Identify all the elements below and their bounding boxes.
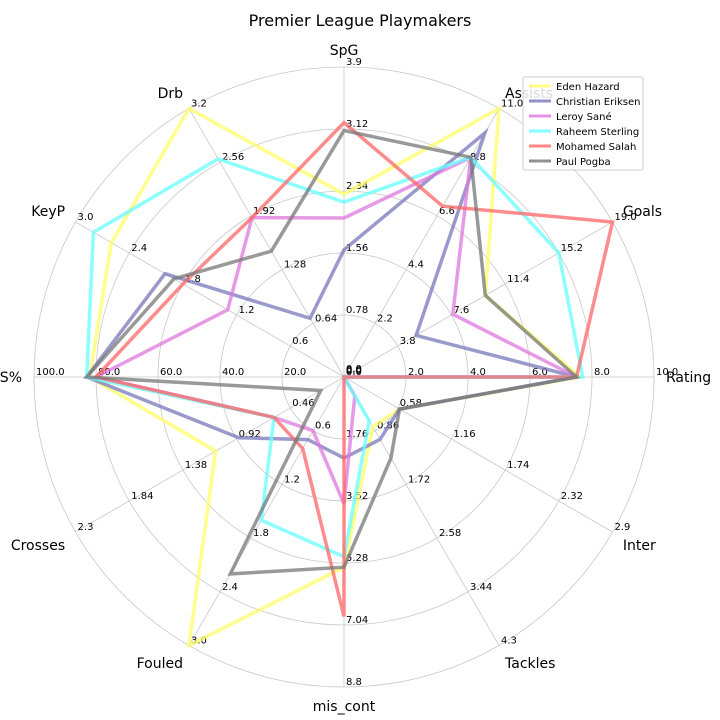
axis-label: Crosses [11,538,65,554]
tick-label: 8.8 [346,677,362,688]
tick-label: 3.12 [346,119,368,130]
legend-entry: Leroy Sané [556,111,612,123]
axis-spoke [343,376,613,533]
tick-label: 1.76 [346,429,368,440]
chart-title: Premier League Playmakers [249,11,472,30]
axis-labels: SpGAssistsGoalsRatingInterTacklesmis_con… [0,43,711,715]
tick-label: 4.0 [470,367,486,378]
legend-entry: Mohamed Salah [556,142,636,153]
axis-label: Rating [666,370,711,386]
tick-label: 1.28 [284,260,306,271]
axis-spoke [188,376,345,646]
tick-label: 2.56 [222,152,244,163]
tick-label: 7.6 [453,305,469,316]
tick-label: 10.0 [656,367,678,378]
legend-entry: Paul Pogba [556,157,611,168]
tick-label: 2.58 [439,528,461,539]
tick-label: 80.0 [98,367,120,378]
tick-label: 6.6 [439,206,455,217]
tick-label: 5.28 [346,553,368,564]
axis-spoke [188,108,345,378]
tick-label: 1.2 [239,305,255,316]
tick-label: 1.74 [507,460,529,471]
tick-label-zero: 0.0 [346,364,362,375]
tick-label: 0.78 [346,305,368,316]
tick-label: 2.4 [222,582,238,593]
axis-label: SpG [330,43,359,59]
tick-label: 6.0 [532,367,548,378]
tick-labels: 0.781.562.343.123.92.24.46.68.811.03.87.… [36,57,678,688]
tick-label: 0.64 [315,313,337,324]
tick-label: 0.6 [315,421,331,432]
tick-label: 2.3 [78,522,94,533]
legend-entry: Eden Hazard [556,82,620,93]
tick-label: 0.46 [292,398,314,409]
series-lines [82,105,615,649]
tick-label-zero: 0.0 [346,365,362,376]
tick-label: 8.0 [594,367,610,378]
tick-label: 19.0 [614,212,636,223]
axis-spoke [75,221,345,378]
tick-label: 40.0 [222,367,244,378]
axis-label: Fouled [137,656,183,672]
axis-label: PS% [0,370,22,386]
tick-label: 1.16 [453,429,475,440]
tick-label: 11.0 [501,99,523,110]
tick-label: 11.4 [507,274,529,285]
axis-label: KeyP [31,204,65,220]
axis-spoke [75,376,345,533]
legend-frame [522,76,644,171]
tick-label-zero: 0.0 [346,367,362,378]
tick-label: 3.44 [470,582,492,593]
series-line [82,128,581,576]
tick-label: 7.04 [346,615,368,626]
tick-label: 3.2 [191,99,207,110]
tick-label: 3.8 [400,336,416,347]
series-line [90,154,578,505]
axis-label: Drb [158,86,184,102]
tick-label: 4.3 [501,635,517,646]
tick-label: 60.0 [160,367,182,378]
axis-label: Tackles [504,656,555,672]
tick-label: 20.0 [284,367,306,378]
axis-spoke [343,221,613,378]
tick-label: 1.8 [253,528,269,539]
tick-label: 100.0 [36,367,65,378]
tick-label: 1.56 [346,243,368,254]
tick-label: 2.0 [408,367,424,378]
tick-label: 1.38 [185,460,207,471]
legend-entry: Raheem Sterling [556,127,639,138]
tick-label: 1.2 [284,474,300,485]
legend-entry: Christian Eriksen [556,97,640,108]
tick-label: 0.58 [400,398,422,409]
tick-label-zero: 0.0 [346,366,362,377]
tick-label: 0.92 [239,429,261,440]
legend: Eden Hazard Christian Eriksen Leroy Sané Ra… [522,76,644,171]
tick-label: 1.72 [408,474,430,485]
tick-label: 2.2 [377,313,393,324]
tick-label: 1.84 [131,491,153,502]
tick-label: 0.6 [292,336,308,347]
axis-spoke [343,108,500,378]
tick-label: 2.9 [614,522,630,533]
tick-label: 1.92 [253,206,275,217]
tick-label: 3.0 [78,212,94,223]
tick-label: 2.4 [131,243,147,254]
axis-label: Goals [623,204,662,220]
tick-label: 3.9 [346,57,362,68]
tick-label: 2.32 [561,491,583,502]
axis-label: mis_cont [313,699,376,715]
tick-label: 15.2 [561,243,583,254]
tick-label: 4.4 [408,260,424,271]
tick-label: 1.8 [185,274,201,285]
axis-label: Inter [623,538,656,554]
